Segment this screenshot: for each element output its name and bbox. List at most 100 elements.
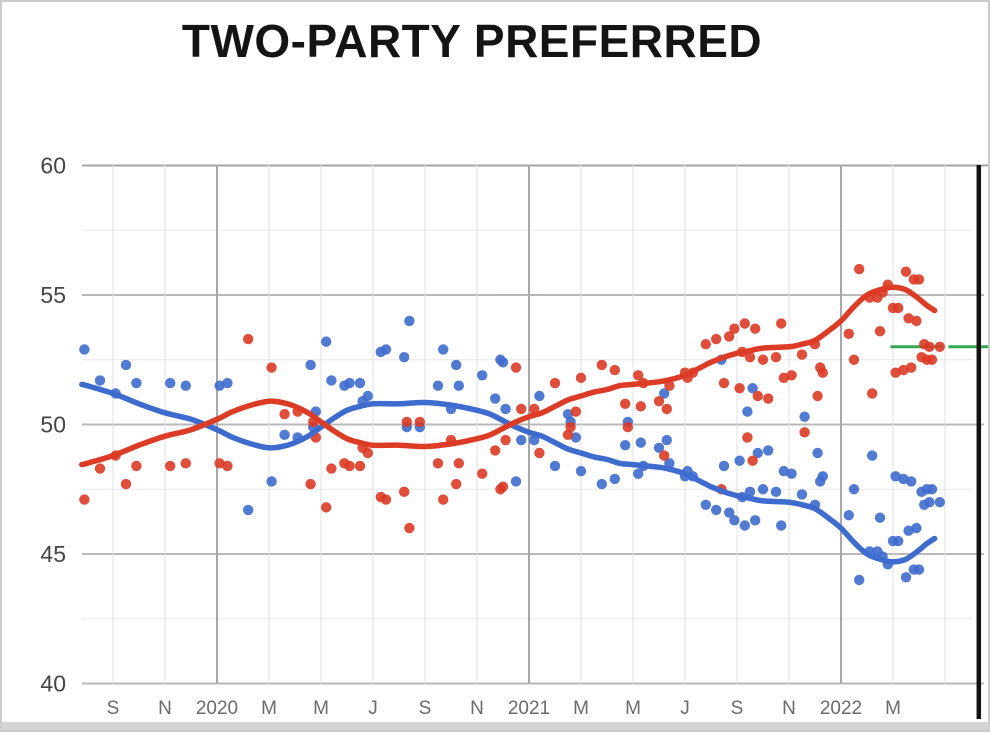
poll-dot-labor-19: [344, 460, 355, 472]
poll-dot-labor-50: [620, 398, 631, 409]
poll-dot-coalition-19: [344, 377, 355, 389]
poll-dot-labor-37: [497, 481, 509, 492]
poll-dot-labor-33: [453, 458, 464, 469]
poll-dot-coalition-76: [757, 484, 769, 495]
poll-dot-coalition-106: [913, 564, 925, 575]
poll-dot-coalition-57: [661, 434, 672, 446]
poll-dot-labor-38: [500, 434, 511, 446]
poll-dot-labor-87: [817, 367, 828, 378]
poll-dot-labor-29: [432, 458, 444, 469]
poll-dot-coalition-34: [477, 370, 488, 381]
poll-dot-labor-77: [763, 393, 774, 404]
poll-dot-coalition-112: [934, 497, 945, 508]
poll-dot-labor-52: [633, 370, 644, 381]
x-axis-label-13-N: N: [782, 698, 796, 719]
poll-dot-coalition-77: [763, 445, 774, 456]
poll-dot-coalition-71: [742, 406, 753, 417]
poll-dot-labor-24: [380, 494, 392, 505]
y-axis-label-60: 60: [40, 153, 66, 179]
poll-dot-coalition-82: [796, 489, 808, 500]
y-axis-label-45: 45: [40, 541, 66, 567]
poll-dot-labor-26: [401, 416, 412, 428]
poll-dot-coalition-42: [534, 390, 545, 402]
poll-dot-labor-105: [911, 315, 922, 327]
bottom-scroll-strip[interactable]: [2, 722, 988, 730]
poll-dot-coalition-98: [890, 471, 901, 482]
poll-dot-labor-92: [867, 388, 878, 399]
poll-dot-coalition-0: [79, 344, 90, 355]
poll-dot-coalition-99: [893, 535, 904, 547]
poll-dot-coalition-66: [724, 507, 735, 518]
poll-dot-labor-101: [900, 266, 912, 277]
poll-dot-labor-5: [165, 460, 176, 472]
poll-dot-labor-43: [549, 377, 561, 389]
x-axis-label-6-S: S: [419, 698, 432, 719]
poll-dot-labor-20: [354, 460, 366, 472]
poll-dot-coalition-32: [451, 359, 462, 371]
poll-dot-coalition-6: [180, 380, 191, 391]
poll-dot-labor-39: [510, 362, 522, 373]
poll-dot-labor-35: [490, 445, 501, 456]
x-axis-label-8-2021: 2021: [508, 698, 550, 719]
poll-dot-coalition-72: [744, 486, 756, 498]
poll-dot-labor-83: [799, 427, 810, 438]
poll-dot-coalition-52: [633, 468, 644, 479]
poll-dot-coalition-102: [903, 525, 914, 536]
x-axis-label-7-N: N: [470, 698, 484, 719]
poll-dot-labor-66: [724, 331, 735, 342]
poll-dot-coalition-89: [848, 484, 860, 495]
poll-dot-coalition-10: [266, 476, 277, 487]
chart-title: TWO-PARTY PREFERRED: [181, 15, 763, 67]
poll-dot-coalition-90: [854, 574, 865, 586]
poll-dot-labor-94: [874, 326, 886, 337]
x-axis-label-12-S: S: [731, 698, 744, 719]
poll-dot-labor-81: [786, 370, 797, 381]
poll-dot-labor-70: [739, 318, 750, 329]
poll-dot-labor-47: [575, 372, 587, 384]
poll-dot-coalition-17: [326, 375, 337, 386]
poll-dot-labor-62: [700, 339, 711, 350]
poll-dot-labor-25: [399, 486, 410, 498]
poll-dot-coalition-92: [867, 450, 878, 461]
poll-dot-labor-100: [898, 364, 909, 376]
poll-dot-coalition-83: [799, 411, 810, 422]
poll-dot-coalition-16: [321, 336, 332, 347]
poll-dot-labor-72: [744, 351, 756, 363]
poll-dot-coalition-94: [874, 512, 886, 523]
poll-dot-coalition-87: [817, 471, 828, 482]
poll-dot-coalition-63: [711, 504, 722, 516]
poll-dot-labor-65: [718, 377, 730, 389]
poll-dot-labor-53: [635, 401, 646, 412]
poll-dot-labor-34: [477, 468, 488, 479]
poll-dot-coalition-25: [399, 351, 410, 363]
poll-dot-labor-30: [438, 494, 449, 505]
poll-dot-coalition-30: [438, 344, 449, 355]
poll-dot-labor-11: [279, 408, 290, 420]
poll-dot-labor-112: [934, 341, 945, 352]
x-axis-label-3-M: M: [261, 698, 277, 719]
poll-dot-labor-74: [750, 323, 761, 334]
poll-dot-coalition-49: [609, 473, 620, 485]
poll-dot-coalition-73: [747, 383, 758, 394]
poll-dot-coalition-55: [653, 442, 665, 454]
poll-dot-labor-106: [913, 274, 925, 285]
poll-dot-coalition-110: [924, 497, 935, 508]
x-axis-label-14-2022: 2022: [820, 698, 862, 719]
poll-dot-labor-73: [747, 455, 758, 466]
poll-dot-labor-28: [414, 416, 425, 428]
labor-trend-line: [79, 284, 938, 468]
poll-dot-coalition-8: [222, 377, 233, 389]
poll-dot-labor-79: [776, 318, 787, 329]
x-axis-label-10-M: M: [625, 698, 641, 719]
x-axis-label-0-S: S: [107, 698, 120, 719]
poll-dot-coalition-65: [718, 460, 730, 472]
poll-dot-coalition-62: [700, 499, 711, 510]
poll-dot-labor-9: [243, 333, 254, 345]
poll-dot-coalition-33: [453, 380, 464, 391]
poll-dot-coalition-43: [549, 460, 561, 472]
poll-dot-labor-102: [903, 313, 914, 324]
poll-dot-labor-103: [906, 362, 917, 373]
poll-dot-labor-48: [596, 359, 607, 371]
poll-dot-labor-6: [180, 458, 191, 469]
